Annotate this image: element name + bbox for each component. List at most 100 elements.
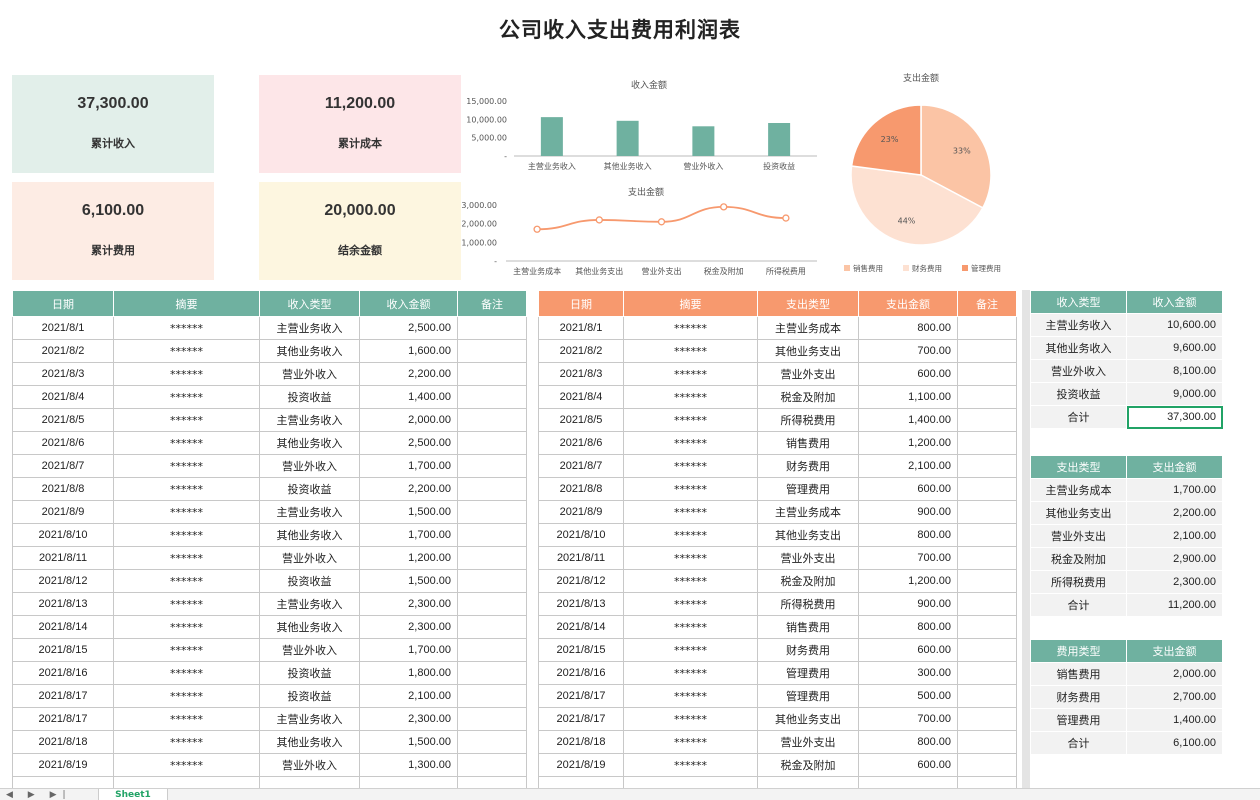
table-cell[interactable] [957,454,1017,478]
table-cell[interactable]: 1,800.00 [359,661,458,685]
table-cell[interactable] [457,454,527,478]
summary-type-cell[interactable]: 主营业务成本 [1030,478,1127,502]
table-cell[interactable]: ****** [623,546,758,570]
table-cell[interactable]: 2021/8/18 [12,730,114,754]
table-cell[interactable]: 2021/8/10 [12,523,114,547]
table-cell[interactable] [457,753,527,777]
table-cell[interactable]: 营业外收入 [259,546,360,570]
table-cell[interactable]: 2021/8/2 [12,339,114,363]
table-cell[interactable]: 2021/8/17 [12,684,114,708]
table-cell[interactable]: 700.00 [858,546,958,570]
table-cell[interactable]: 财务费用 [757,454,859,478]
table-cell[interactable] [457,661,527,685]
table-cell[interactable] [457,546,527,570]
expense-line-chart[interactable]: 支出金额 3,000.00 2,000.00 1,000.00 - 主营业务成本 其他业务支… [462,182,824,282]
summary-amount-cell[interactable]: 1,700.00 [1126,478,1223,502]
table-cell[interactable]: ****** [623,730,758,754]
table-cell[interactable]: ****** [623,454,758,478]
table-cell[interactable]: 2021/8/13 [12,592,114,616]
bar[interactable] [692,126,715,156]
table-cell[interactable]: 2021/8/18 [538,730,624,754]
table-cell[interactable]: 2021/8/7 [12,454,114,478]
table-cell[interactable]: 主营业务成本 [757,500,859,524]
table-cell[interactable]: 财务费用 [757,638,859,662]
table-cell[interactable]: 营业外收入 [259,753,360,777]
table-cell[interactable]: 主营业务收入 [259,316,360,340]
table-cell[interactable]: ****** [623,638,758,662]
table-cell[interactable]: ****** [113,707,260,731]
expense-table-header-0[interactable]: 日期 [538,290,624,317]
table-cell[interactable]: 投资收益 [259,569,360,593]
table-cell[interactable]: 2021/8/9 [12,500,114,524]
summary-amount-cell[interactable]: 1,400.00 [1126,708,1223,732]
table-cell[interactable]: 2,000.00 [359,408,458,432]
summary-amount-cell[interactable]: 2,900.00 [1126,547,1223,571]
table-cell[interactable]: 投资收益 [259,684,360,708]
table-cell[interactable]: ****** [113,454,260,478]
table-cell[interactable] [457,431,527,455]
table-cell[interactable]: ****** [623,707,758,731]
summary-type-cell[interactable]: 营业外收入 [1030,359,1127,383]
table-cell[interactable] [957,316,1017,340]
summary-amount-cell[interactable]: 8,100.00 [1126,359,1223,383]
summary-type-cell[interactable]: 管理费用 [1030,708,1127,732]
table-cell[interactable]: 800.00 [858,615,958,639]
income-summary-header-0[interactable]: 收入类型 [1030,290,1127,314]
income-table-header-1[interactable]: 摘要 [113,290,260,317]
table-cell[interactable]: ****** [113,500,260,524]
table-cell[interactable]: 600.00 [858,477,958,501]
table-cell[interactable]: 800.00 [858,730,958,754]
summary-type-cell[interactable]: 主营业务收入 [1030,313,1127,337]
summary-amount-cell[interactable]: 10,600.00 [1126,313,1223,337]
summary-amount-cell[interactable]: 2,300.00 [1126,570,1223,594]
table-cell[interactable]: 800.00 [858,523,958,547]
table-cell[interactable]: 2021/8/1 [12,316,114,340]
table-cell[interactable] [957,684,1017,708]
table-cell[interactable]: 1,500.00 [359,569,458,593]
expense-table-header-4[interactable]: 备注 [957,290,1017,317]
table-cell[interactable] [957,661,1017,685]
table-cell[interactable]: ****** [623,408,758,432]
table-cell[interactable]: 2021/8/19 [538,753,624,777]
table-cell[interactable]: 2021/8/7 [538,454,624,478]
expense-table-header-3[interactable]: 支出金额 [858,290,958,317]
table-cell[interactable] [457,408,527,432]
table-cell[interactable]: ****** [113,615,260,639]
table-cell[interactable]: 2021/8/13 [538,592,624,616]
table-cell[interactable]: 1,500.00 [359,730,458,754]
expense-summary-header-0[interactable]: 支出类型 [1030,455,1127,479]
table-cell[interactable]: 2,100.00 [359,684,458,708]
table-cell[interactable]: 2021/8/17 [538,707,624,731]
table-cell[interactable]: 主营业务收入 [259,707,360,731]
table-cell[interactable]: 销售费用 [757,615,859,639]
table-cell[interactable]: 2021/8/1 [538,316,624,340]
table-cell[interactable]: ****** [113,730,260,754]
table-cell[interactable]: 1,300.00 [359,753,458,777]
table-cell[interactable]: ****** [623,385,758,409]
table-cell[interactable]: 2021/8/9 [538,500,624,524]
income-bar-chart[interactable]: 收入金额 15,000.00 10,000.00 5,000.00 - 主营业务收入 其他业… [462,75,824,175]
table-cell[interactable] [457,638,527,662]
table-cell[interactable]: 主营业务成本 [757,316,859,340]
table-cell[interactable]: 900.00 [858,592,958,616]
summary-type-cell[interactable]: 所得税费用 [1030,570,1127,594]
table-cell[interactable]: 1,200.00 [359,546,458,570]
table-cell[interactable]: 营业外支出 [757,730,859,754]
table-cell[interactable]: 营业外收入 [259,638,360,662]
table-cell[interactable] [457,385,527,409]
table-cell[interactable] [457,477,527,501]
table-cell[interactable] [457,316,527,340]
table-cell[interactable]: 营业外收入 [259,454,360,478]
summary-type-cell[interactable]: 其他业务收入 [1030,336,1127,360]
table-cell[interactable]: 其他业务支出 [757,339,859,363]
income-table-header-3[interactable]: 收入金额 [359,290,458,317]
table-cell[interactable]: 1,200.00 [858,431,958,455]
table-cell[interactable]: 1,700.00 [359,454,458,478]
table-cell[interactable]: 2021/8/2 [538,339,624,363]
line-point[interactable] [595,216,603,224]
table-cell[interactable]: 2021/8/8 [538,477,624,501]
table-cell[interactable]: 2021/8/15 [538,638,624,662]
table-cell[interactable]: 管理费用 [757,684,859,708]
table-cell[interactable]: 2021/8/5 [12,408,114,432]
table-cell[interactable]: ****** [113,408,260,432]
